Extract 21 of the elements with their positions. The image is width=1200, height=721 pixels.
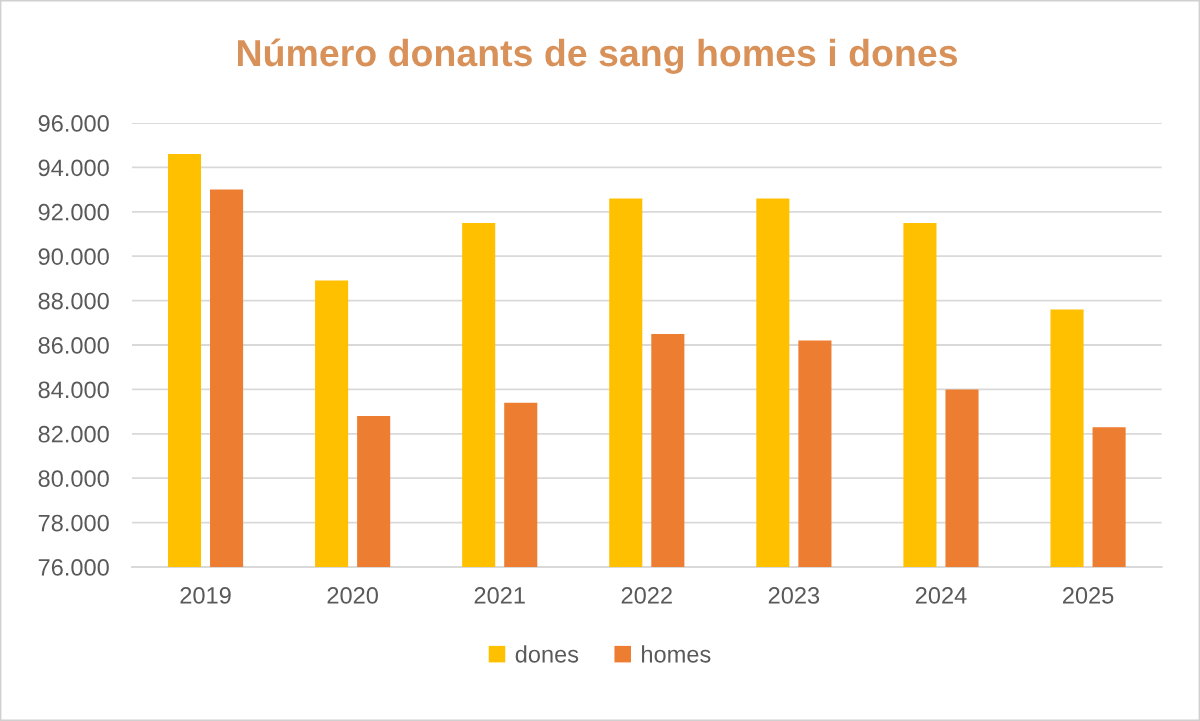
- chart-title: Número donants de sang homes i dones: [238, 38, 957, 74]
- legend-label: dones: [515, 645, 579, 663]
- y-tick-label: 92.000: [38, 203, 109, 221]
- x-tick-label: 2023: [768, 587, 820, 604]
- y-tick-label: 84.000: [38, 381, 109, 399]
- x-tick-label: 2024: [915, 587, 967, 604]
- y-tick-label: 80.000: [38, 470, 109, 487]
- y-tick-label: 86.000: [38, 337, 109, 354]
- y-tick-label: 78.000: [38, 514, 109, 532]
- y-tick-label: 88.000: [38, 292, 109, 310]
- y-tick-label: 90.000: [38, 248, 109, 265]
- legend-label: homes: [642, 645, 711, 663]
- x-tick-label: 2022: [621, 587, 672, 604]
- x-tick-label: 2025: [1062, 587, 1114, 604]
- y-tick-label: 82.000: [38, 425, 109, 443]
- x-tick-label: 2020: [327, 587, 378, 604]
- y-tick-label: 76.000: [38, 559, 109, 576]
- x-tick-label: 2021: [474, 587, 525, 604]
- y-tick-label: 94.000: [38, 159, 109, 177]
- y-tick-label: 96.000: [38, 115, 109, 132]
- x-tick-label: 2019: [180, 587, 231, 604]
